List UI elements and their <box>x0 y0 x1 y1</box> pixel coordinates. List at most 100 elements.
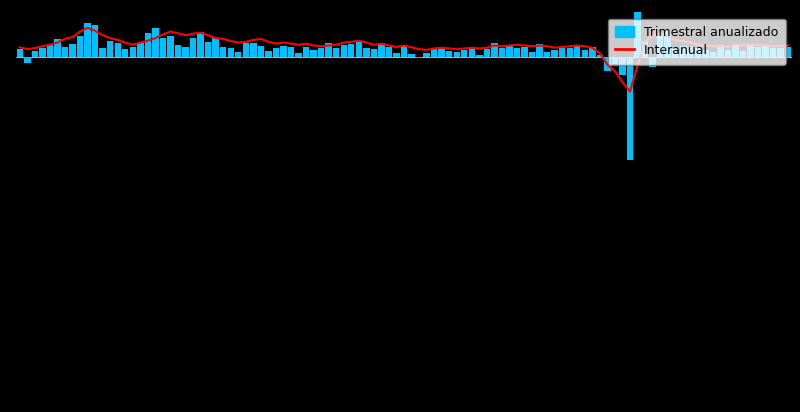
Bar <box>597 55 603 56</box>
Bar <box>498 48 505 56</box>
Bar <box>92 25 98 56</box>
Bar <box>469 49 475 56</box>
Bar <box>70 44 76 56</box>
Bar <box>710 52 716 56</box>
Bar <box>544 52 550 56</box>
Bar <box>785 47 791 56</box>
Bar <box>461 50 467 56</box>
Bar <box>529 52 535 56</box>
Bar <box>122 49 129 56</box>
Bar <box>220 47 226 56</box>
Bar <box>39 48 46 56</box>
Bar <box>762 46 769 56</box>
Bar <box>318 49 324 56</box>
Bar <box>114 42 121 56</box>
Bar <box>423 53 430 56</box>
Bar <box>732 45 738 56</box>
Bar <box>386 47 392 56</box>
Bar <box>46 44 53 56</box>
Bar <box>476 55 482 56</box>
Bar <box>24 56 30 63</box>
Bar <box>574 46 581 56</box>
Bar <box>604 56 610 71</box>
Bar <box>566 49 573 56</box>
Bar <box>341 45 347 56</box>
Bar <box>747 44 754 56</box>
Legend: Trimestral anualizado, Interanual: Trimestral anualizado, Interanual <box>608 19 786 65</box>
Bar <box>582 49 588 56</box>
Bar <box>363 49 370 56</box>
Bar <box>250 42 257 56</box>
Bar <box>182 47 189 56</box>
Bar <box>740 52 746 56</box>
Bar <box>32 51 38 56</box>
Bar <box>770 48 776 56</box>
Bar <box>551 50 558 56</box>
Bar <box>310 50 317 56</box>
Bar <box>416 56 422 58</box>
Bar <box>378 43 385 56</box>
Bar <box>17 49 23 56</box>
Bar <box>190 38 196 56</box>
Bar <box>107 41 114 56</box>
Bar <box>438 49 445 56</box>
Bar <box>160 38 166 56</box>
Bar <box>408 54 414 56</box>
Bar <box>627 56 634 159</box>
Bar <box>702 49 709 56</box>
Bar <box>205 42 211 56</box>
Bar <box>679 46 686 56</box>
Bar <box>725 50 731 56</box>
Bar <box>348 44 354 56</box>
Bar <box>213 38 219 56</box>
Bar <box>559 48 566 56</box>
Bar <box>657 33 663 56</box>
Bar <box>446 51 453 56</box>
Bar <box>174 45 181 56</box>
Bar <box>522 47 528 56</box>
Bar <box>619 56 626 75</box>
Bar <box>431 48 438 56</box>
Bar <box>514 48 520 56</box>
Bar <box>484 49 490 56</box>
Bar <box>642 41 648 56</box>
Bar <box>280 46 286 56</box>
Bar <box>77 36 83 56</box>
Bar <box>333 48 339 56</box>
Bar <box>718 47 724 56</box>
Bar <box>589 47 595 56</box>
Bar <box>401 46 407 56</box>
Bar <box>273 48 279 56</box>
Bar <box>167 36 174 56</box>
Bar <box>694 48 701 56</box>
Bar <box>295 53 302 56</box>
Bar <box>152 28 158 56</box>
Bar <box>755 47 762 56</box>
Bar <box>265 51 271 56</box>
Bar <box>672 49 678 56</box>
Bar <box>198 31 204 56</box>
Bar <box>303 47 310 56</box>
Bar <box>258 46 264 56</box>
Bar <box>650 56 656 67</box>
Bar <box>370 49 377 56</box>
Bar <box>506 46 513 56</box>
Bar <box>235 52 242 56</box>
Bar <box>491 43 498 56</box>
Bar <box>54 39 61 56</box>
Bar <box>687 47 694 56</box>
Bar <box>326 42 332 56</box>
Bar <box>634 0 641 56</box>
Bar <box>778 49 784 56</box>
Bar <box>454 52 460 56</box>
Bar <box>99 49 106 56</box>
Bar <box>130 47 136 56</box>
Bar <box>537 44 543 56</box>
Bar <box>62 47 68 56</box>
Bar <box>355 42 362 56</box>
Bar <box>137 43 143 56</box>
Bar <box>665 31 671 56</box>
Bar <box>394 53 400 56</box>
Bar <box>145 33 151 56</box>
Bar <box>242 43 249 56</box>
